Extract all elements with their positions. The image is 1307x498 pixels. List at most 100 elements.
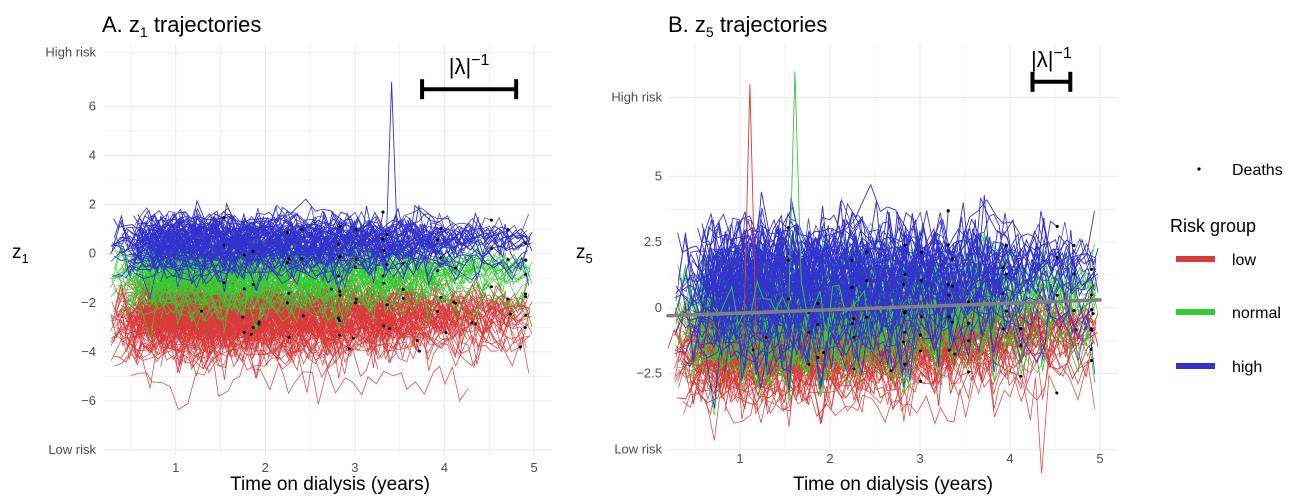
trajectory-high	[133, 225, 290, 258]
death-point	[1090, 293, 1093, 297]
death-point	[951, 257, 954, 261]
legend: Deaths Risk group low normal high	[1170, 162, 1283, 376]
death-point	[902, 282, 905, 286]
death-point	[257, 322, 261, 326]
trajectory-high	[163, 222, 525, 260]
death-point	[903, 330, 907, 334]
legend-deaths-dot	[1197, 167, 1201, 171]
death-point	[524, 273, 528, 276]
death-point	[919, 315, 923, 319]
y-tick-label: 0	[89, 246, 96, 261]
death-point	[401, 288, 405, 291]
death-point	[850, 322, 854, 326]
death-point	[436, 238, 440, 242]
trajectory-low	[699, 339, 1061, 441]
death-point	[1090, 308, 1094, 312]
x-tick-label: 3	[916, 451, 923, 466]
y-tick-label: 4	[89, 147, 96, 162]
trajectory-peak-high	[309, 81, 468, 278]
trajectory-normal	[161, 244, 479, 288]
trajectory-normal	[149, 243, 438, 292]
panel-b-trajectories	[667, 71, 1099, 474]
trajectory-high	[127, 229, 393, 269]
trajectory-high	[677, 302, 908, 387]
death-point	[382, 248, 386, 252]
death-point	[453, 301, 457, 305]
death-point	[470, 321, 474, 324]
death-point	[816, 323, 820, 326]
death-point	[352, 336, 355, 340]
death-point	[353, 265, 357, 269]
y-tick-label: −2	[81, 295, 96, 310]
death-point	[301, 314, 305, 318]
death-point	[523, 326, 527, 329]
trend-line	[666, 298, 1102, 318]
death-point	[967, 370, 970, 374]
death-point	[865, 315, 869, 319]
death-point	[850, 258, 854, 262]
death-point	[251, 326, 255, 330]
death-point	[1019, 374, 1023, 378]
death-point	[200, 309, 203, 313]
panel-b: B. z5 trajectories −2.5 0 2.5 5 High risk Low…	[576, 12, 1118, 495]
death-point	[787, 226, 790, 230]
death-point	[1090, 267, 1093, 271]
panel-b-y-ticks: −2.5 0 2.5 5 High risk Low risk	[611, 90, 662, 457]
death-point	[353, 301, 357, 305]
legend-item-high: high	[1176, 359, 1262, 376]
death-point	[807, 330, 811, 334]
death-point	[816, 355, 820, 359]
y-tick-label: 6	[89, 98, 96, 113]
death-point	[436, 310, 440, 313]
lambda-bar-label: |λ|−1	[1031, 45, 1072, 72]
death-point	[382, 281, 386, 285]
trajectory-low	[118, 304, 468, 371]
trajectory-high	[159, 208, 350, 238]
death-point	[336, 242, 340, 246]
death-point	[1001, 266, 1005, 270]
panel-a-title: A. z1 trajectories	[102, 12, 261, 40]
death-point	[1090, 359, 1094, 363]
death-point	[903, 362, 907, 366]
death-point	[946, 282, 950, 286]
death-point	[439, 256, 443, 260]
death-point	[524, 295, 528, 299]
death-point	[338, 255, 342, 259]
trajectory-high	[148, 207, 509, 250]
death-point	[401, 296, 405, 300]
death-point	[336, 316, 340, 320]
death-point	[903, 273, 907, 276]
death-point	[338, 293, 342, 297]
x-tick-label: 5	[530, 460, 537, 475]
death-point	[444, 331, 448, 334]
death-point	[1001, 327, 1005, 331]
trajectory-low	[133, 314, 378, 367]
y-tick-label: 2.5	[644, 234, 662, 249]
death-point	[453, 266, 457, 270]
death-point	[222, 281, 226, 285]
death-point	[489, 247, 493, 251]
death-point	[852, 367, 856, 371]
legend-deaths-label: Deaths	[1232, 162, 1283, 179]
death-point	[1089, 347, 1093, 351]
death-point	[751, 348, 755, 352]
trajectory-high	[724, 211, 915, 274]
death-point	[1055, 224, 1059, 228]
x-tick-label: 3	[351, 460, 358, 475]
death-point	[354, 228, 358, 232]
trajectory-low	[697, 335, 943, 411]
death-point	[474, 322, 478, 326]
death-point	[338, 225, 342, 229]
legend-item-low: low	[1176, 252, 1256, 269]
death-point	[401, 261, 405, 265]
death-point	[1005, 309, 1008, 313]
panel-a-y-axis-label: z1	[12, 242, 29, 266]
death-point	[1072, 309, 1076, 312]
trajectory-low	[110, 323, 222, 348]
death-point	[850, 286, 854, 290]
trajectory-low	[134, 291, 378, 340]
death-point	[242, 287, 246, 291]
trajectory-high	[674, 265, 826, 335]
panel-b-x-axis-label: Time on dialysis (years)	[793, 474, 993, 495]
death-point	[354, 258, 358, 262]
